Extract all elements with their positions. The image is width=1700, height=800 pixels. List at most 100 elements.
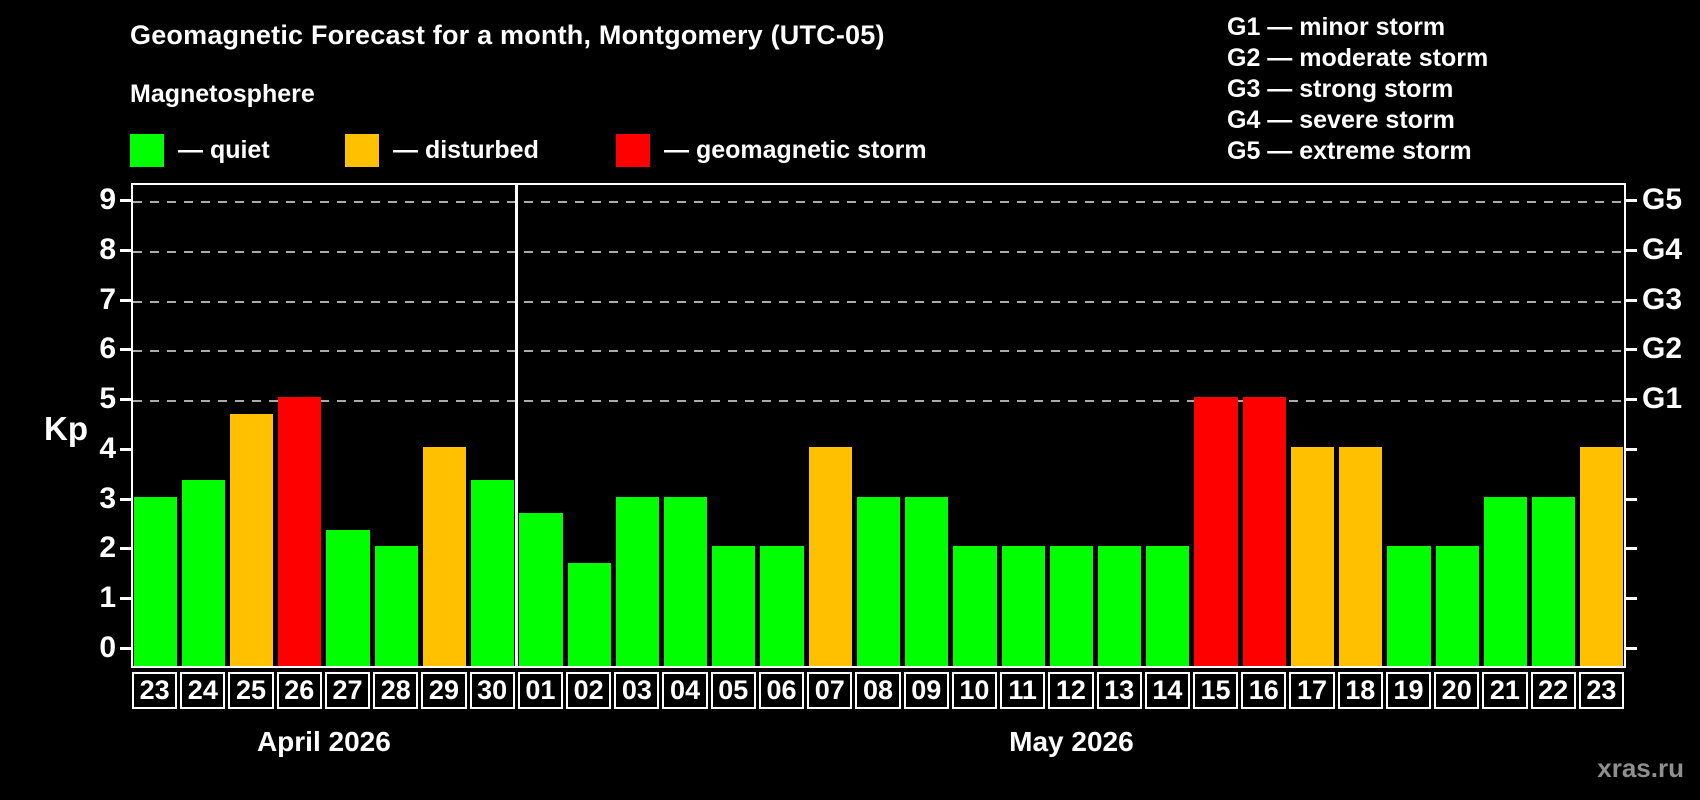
day-label-05: 05 <box>710 672 756 709</box>
legend-item-quiet: — quiet <box>130 132 270 168</box>
y-tick-left <box>120 447 131 451</box>
day-label-27: 27 <box>324 672 371 709</box>
y-tick-label-8: 8 <box>99 233 116 267</box>
y-tick-right <box>1626 547 1637 551</box>
kp-bar-may-04 <box>663 496 708 666</box>
day-label-08: 08 <box>855 672 901 709</box>
day-label-30: 30 <box>469 672 515 709</box>
day-label-29: 29 <box>421 672 467 709</box>
kp-bar-april-25 <box>229 413 274 666</box>
legend-label-quiet: — quiet <box>178 135 270 164</box>
day-label-01: 01 <box>517 672 564 709</box>
y-tick-left <box>120 398 131 402</box>
kp-bar-may-01 <box>519 512 563 666</box>
day-label-14: 14 <box>1144 672 1190 709</box>
kp-bar-may-23 <box>1580 446 1624 666</box>
day-label-04: 04 <box>662 672 708 709</box>
y-tick-right <box>1626 497 1637 501</box>
page-title: Geomagnetic Forecast for a month, Montgo… <box>130 20 885 50</box>
y-tick-left <box>120 547 131 551</box>
kp-bar-may-19 <box>1387 546 1431 666</box>
day-label-16: 16 <box>1241 672 1287 709</box>
y-tick-right <box>1626 447 1637 451</box>
y-tick-label-5: 5 <box>99 382 116 416</box>
kp-bar-may-15 <box>1194 397 1238 666</box>
kp-bar-may-10 <box>953 546 997 666</box>
day-label-26: 26 <box>276 672 322 709</box>
y-tick-left <box>120 249 131 253</box>
kp-bar-may-05 <box>712 546 756 666</box>
kp-bar-may-20 <box>1435 546 1479 666</box>
day-label-07: 07 <box>807 672 853 709</box>
kp-bar-april-23 <box>133 496 177 666</box>
kp-bar-may-22 <box>1532 496 1576 666</box>
y-tick-right <box>1626 298 1637 302</box>
y-tick-label-3: 3 <box>99 481 116 515</box>
kp-bar-april-26 <box>278 397 322 666</box>
day-label-06: 06 <box>758 672 805 709</box>
kp-bar-may-14 <box>1146 546 1190 666</box>
y-tick-right <box>1626 199 1637 203</box>
g-legend-line-g3: G3 — strong storm <box>1227 75 1454 103</box>
month-label-may: May 2026 <box>1009 726 1134 757</box>
kp-bar-may-11 <box>1001 546 1045 666</box>
day-label-02: 02 <box>566 672 612 709</box>
legend-label-storm: — geomagnetic storm <box>664 135 927 164</box>
y-tick-right <box>1626 398 1637 402</box>
g-scale-label-g4: G4 <box>1642 233 1683 267</box>
day-label-24: 24 <box>180 672 226 709</box>
g-legend-line-g5: G5 — extreme storm <box>1227 137 1472 165</box>
day-label-03: 03 <box>614 672 660 709</box>
y-tick-left <box>120 646 131 650</box>
day-label-20: 20 <box>1434 672 1480 709</box>
kp-bar-april-24 <box>181 480 225 666</box>
y-tick-left <box>120 199 131 203</box>
gridline-kp6 <box>133 350 1624 353</box>
g-legend-line-g2: G2 — moderate storm <box>1227 44 1489 72</box>
y-tick-label-7: 7 <box>99 282 116 316</box>
gridline-kp7 <box>133 300 1624 303</box>
kp-bar-may-16 <box>1242 397 1286 666</box>
day-label-17: 17 <box>1289 672 1335 709</box>
month-divider <box>514 185 518 666</box>
kp-bar-may-09 <box>905 496 949 666</box>
day-label-21: 21 <box>1482 672 1528 709</box>
y-tick-label-9: 9 <box>99 183 116 217</box>
day-label-19: 19 <box>1385 672 1432 709</box>
g-scale-label-g2: G2 <box>1642 332 1683 366</box>
status-legend: — quiet — disturbed — geomagnetic storm <box>0 132 1100 168</box>
y-tick-left <box>120 497 131 501</box>
y-tick-label-1: 1 <box>99 580 116 614</box>
month-label-april: April 2026 <box>256 726 391 757</box>
day-label-10: 10 <box>951 672 998 709</box>
kp-bar-may-02 <box>567 562 611 666</box>
g-scale-label-g5: G5 <box>1642 183 1683 217</box>
day-label-09: 09 <box>903 672 949 709</box>
y-tick-left <box>120 348 131 352</box>
kp-bar-may-13 <box>1098 546 1142 666</box>
y-tick-left <box>120 298 131 302</box>
kp-bar-may-12 <box>1049 546 1093 666</box>
y-tick-label-2: 2 <box>99 531 116 565</box>
g-legend-line-g4: G4 — severe storm <box>1227 106 1455 134</box>
kp-bar-april-30 <box>471 480 515 666</box>
kp-bar-may-18 <box>1339 446 1383 666</box>
storm-color-swatch <box>616 133 650 167</box>
day-label-22: 22 <box>1530 672 1576 709</box>
y-tick-right <box>1626 646 1637 650</box>
kp-bar-april-28 <box>374 546 418 666</box>
y-axis-label: Kp <box>44 410 88 447</box>
chart-subtitle: Magnetosphere <box>130 80 315 108</box>
g-scale-legend: G1 — minor storm G2 — moderate storm G3 … <box>1227 12 1488 167</box>
day-label-15: 15 <box>1192 672 1239 709</box>
y-tick-label-4: 4 <box>99 431 116 465</box>
legend-item-disturbed: — disturbed <box>345 132 539 168</box>
day-label-18: 18 <box>1337 672 1383 709</box>
kp-bar-april-27 <box>326 529 370 666</box>
gridline-kp5 <box>133 400 1624 403</box>
kp-bar-april-29 <box>422 446 467 666</box>
day-label-23: 23 <box>132 672 178 709</box>
gridline-kp9 <box>133 201 1624 204</box>
disturbed-color-swatch <box>345 133 379 167</box>
